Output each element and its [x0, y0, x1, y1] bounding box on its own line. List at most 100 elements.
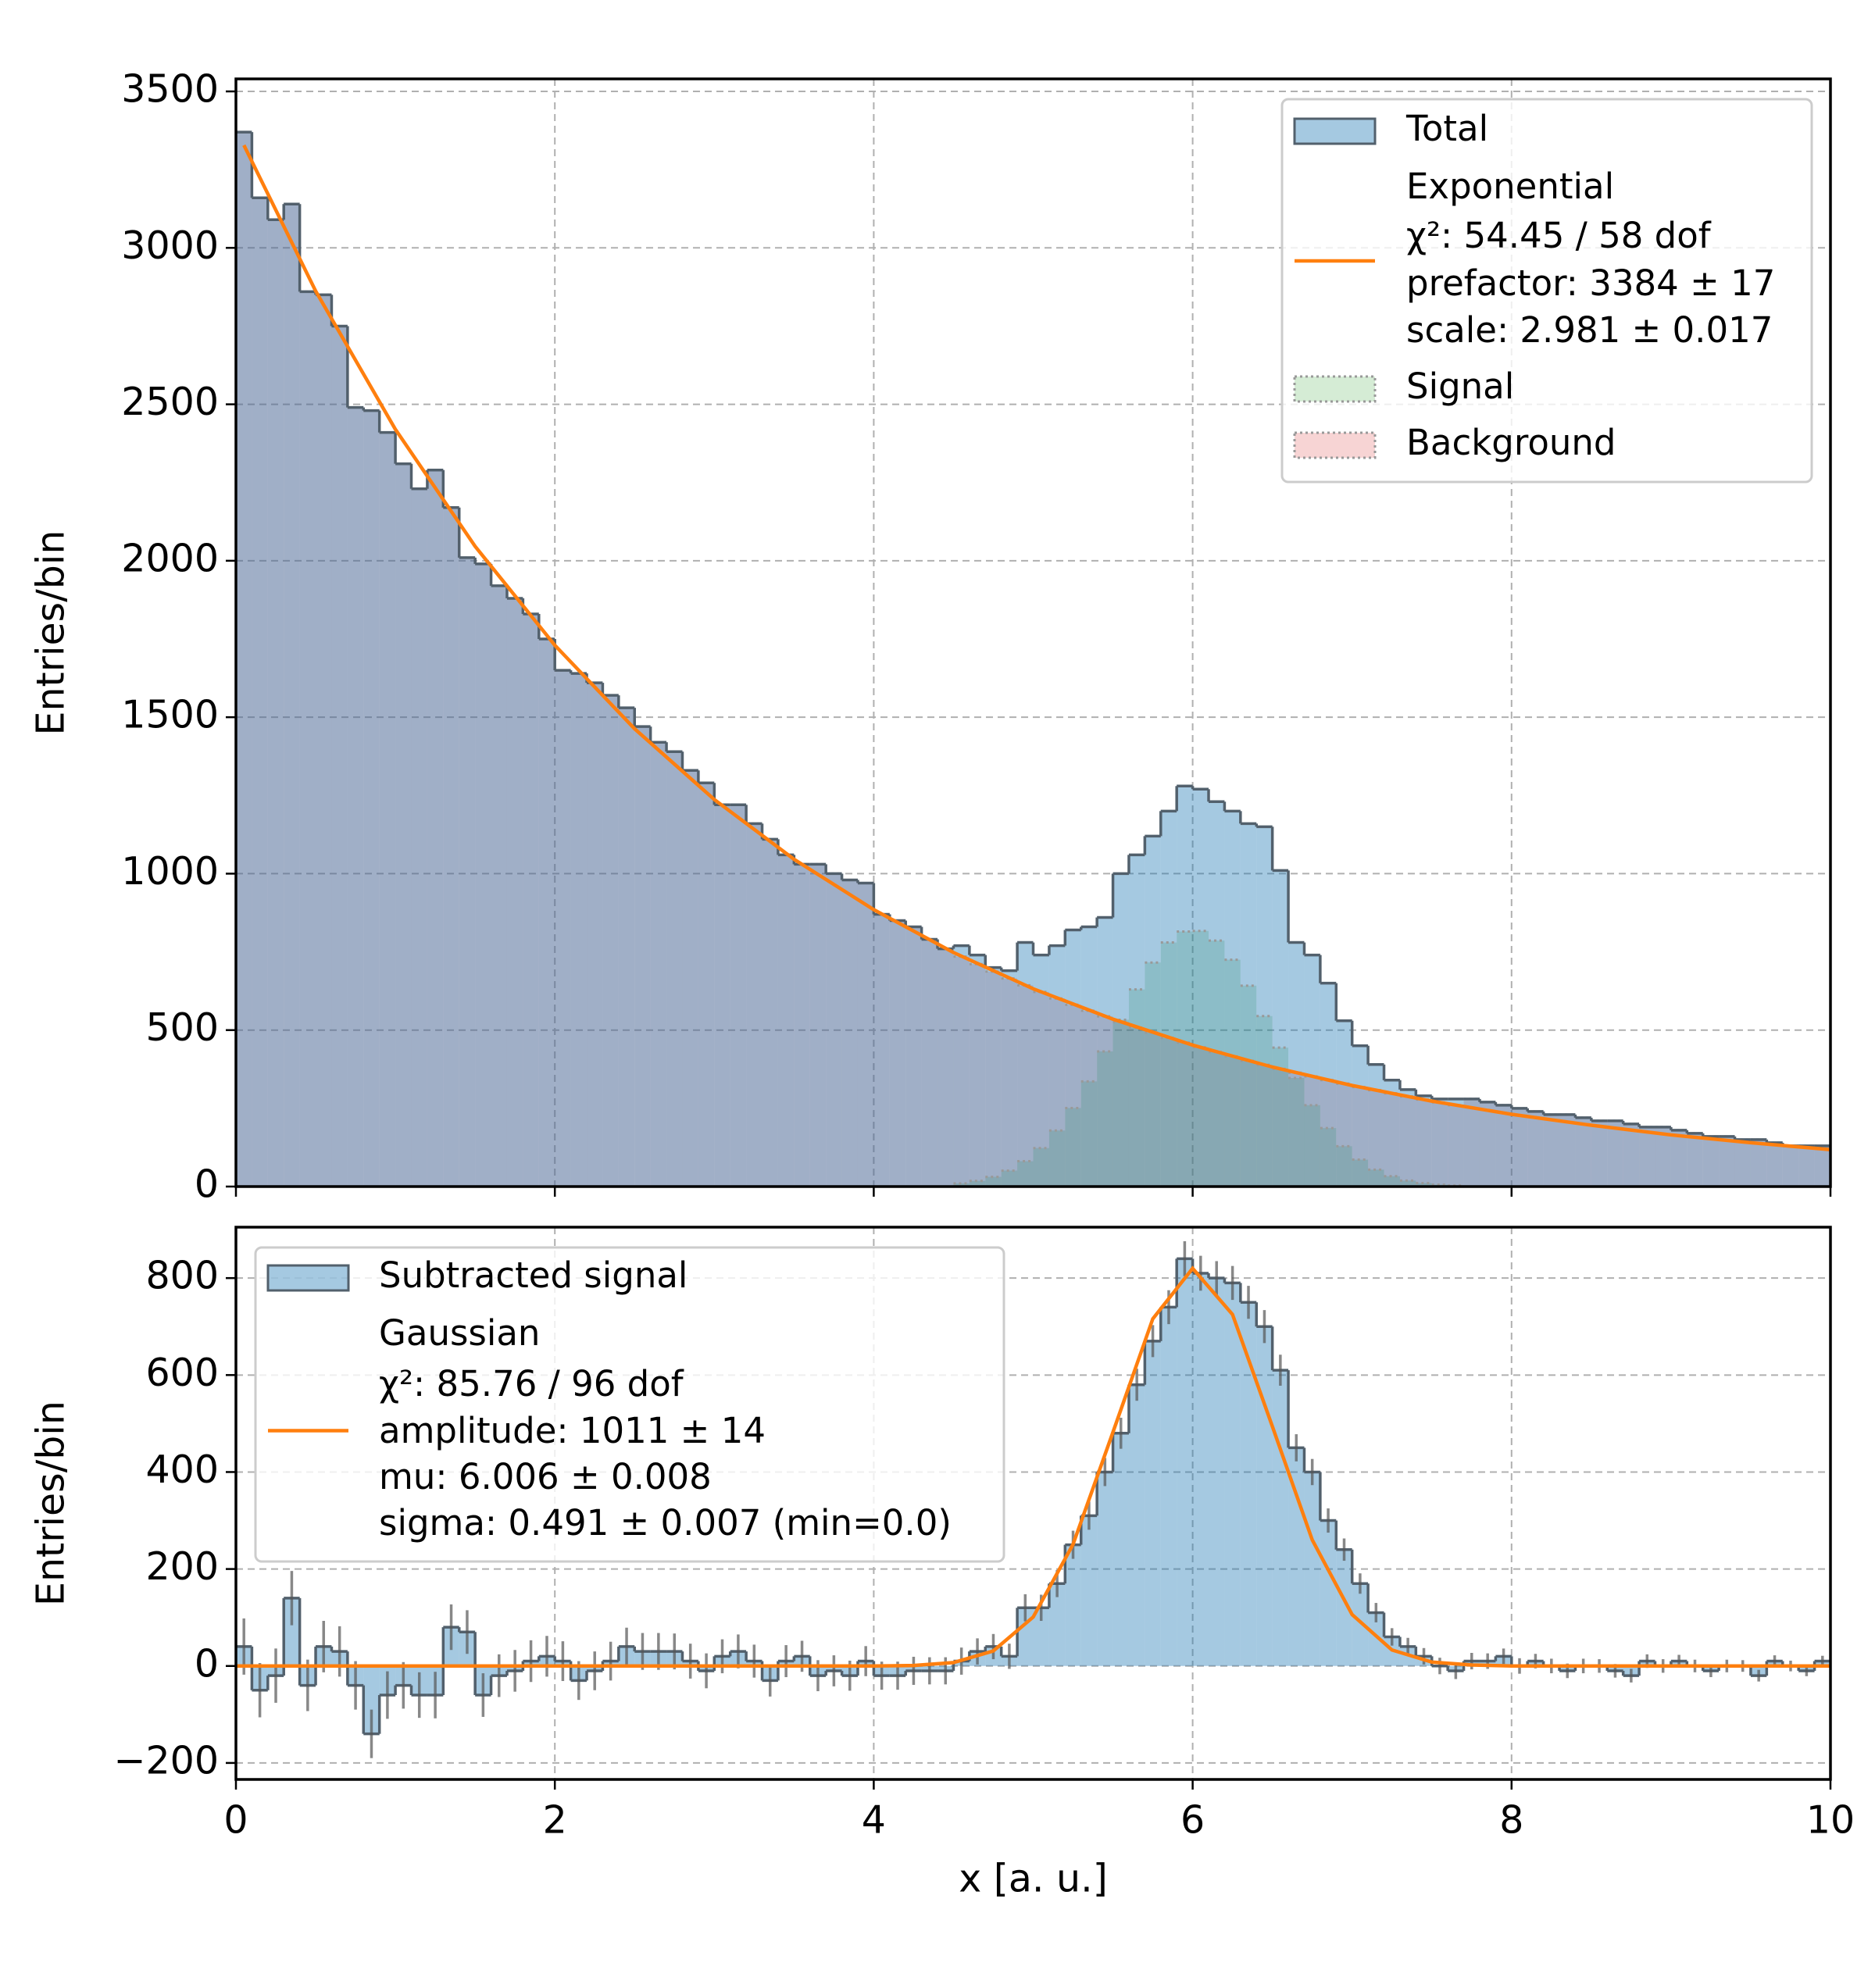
hist-bar [1702, 1136, 1720, 1187]
hist-bar [1384, 1093, 1400, 1187]
hist-bar [1399, 1180, 1416, 1187]
hist-bar [1256, 1015, 1273, 1187]
hist-bar [682, 770, 698, 1187]
fit-curve [242, 144, 1831, 1151]
y-axis-label: Entries/bin [29, 1401, 73, 1606]
hist-bar [1272, 1370, 1289, 1666]
y-tick-label: 400 [145, 1447, 219, 1492]
hist-bar [777, 855, 795, 1187]
hist-bar [1670, 1130, 1688, 1187]
hist-bar [1782, 1145, 1799, 1187]
hist-bar [1017, 1161, 1034, 1187]
y-tick-label: 800 [145, 1254, 219, 1298]
hist-bar [379, 432, 396, 1187]
hist-bar [1112, 1019, 1129, 1187]
hist-bar [1575, 1117, 1591, 1187]
hist-bar [1336, 1083, 1352, 1187]
hist-bar [1687, 1133, 1703, 1187]
legend-box [254, 1246, 1005, 1563]
axes-frame [234, 1226, 1832, 1781]
hist-bar [570, 673, 588, 1187]
hist-bar [1001, 970, 1018, 1187]
hist-bar [1177, 931, 1193, 1187]
hist-bar [1128, 1027, 1145, 1187]
hist-bar [938, 948, 954, 1187]
hist-bar [299, 291, 316, 1187]
hist-bar [1559, 1114, 1576, 1187]
hist-bar [650, 742, 667, 1187]
hist-bar [236, 132, 252, 1187]
hist-bar [1080, 1010, 1098, 1187]
legend-patch [266, 1264, 350, 1292]
hist-bar [1607, 1120, 1623, 1187]
hist-bar [267, 220, 284, 1187]
hist-bar [395, 463, 412, 1187]
hist-bar [1719, 1136, 1735, 1187]
hist-bar [427, 469, 444, 1187]
hist-bar [1209, 801, 1225, 1187]
hist-bar [1240, 1060, 1257, 1187]
hist-bar [443, 507, 459, 1187]
hist-bar [1017, 942, 1034, 1187]
hist-bar [236, 132, 252, 1187]
hist-bar [1304, 1076, 1320, 1187]
hist-bar [698, 783, 715, 1187]
hist-bar [1128, 855, 1145, 1187]
hist-bar [1734, 1139, 1751, 1187]
hist-bar [1368, 1064, 1384, 1187]
hist-bar [587, 683, 603, 1187]
hist-bar [1256, 1326, 1273, 1666]
hist-bar [1192, 1047, 1209, 1187]
hist-bar [809, 864, 827, 1187]
hist-bar [1320, 983, 1337, 1187]
hist-bar [363, 410, 380, 1187]
y-tick-label: 500 [145, 1005, 219, 1050]
hist-bar [1177, 786, 1193, 1187]
hist-bar [1336, 1020, 1352, 1187]
legend-label: scale: 2.981 ± 0.017 [1406, 309, 1773, 351]
hist-bar [777, 855, 795, 1187]
hist-bar [1527, 1111, 1544, 1187]
hist-bar [1320, 1080, 1337, 1187]
hist-bar [1352, 1045, 1369, 1187]
hist-bar [730, 805, 747, 1187]
hist-bar [1639, 1126, 1655, 1187]
hist-bar [873, 914, 890, 1187]
hist-bar [1336, 1146, 1352, 1187]
hist-bar [252, 198, 268, 1187]
hist-bar [746, 823, 762, 1187]
y-tick-label: 2500 [121, 380, 219, 424]
hist-bar [1145, 962, 1161, 1187]
hist-bar [1145, 1032, 1161, 1187]
hist-bar [299, 291, 316, 1187]
hist-bar [1192, 1272, 1209, 1666]
hist-bar [1080, 1515, 1098, 1666]
hist-bar [1527, 1111, 1544, 1187]
hist-bar [985, 967, 1002, 1187]
hist-bar [1495, 1105, 1512, 1187]
hist-bar [1479, 1101, 1496, 1187]
hist-bar [1399, 1096, 1416, 1187]
hist-bar [1352, 1087, 1369, 1187]
y-tick-label: 0 [195, 1641, 219, 1686]
hist-bar [1272, 1048, 1289, 1187]
hist-bar [1368, 1169, 1384, 1187]
hist-bar [1766, 1142, 1783, 1187]
hist-bar [794, 864, 810, 1187]
hist-bar [634, 726, 651, 1187]
hist-bar [1320, 1520, 1337, 1666]
hist-bar [602, 695, 619, 1187]
hist-bar [1048, 1583, 1066, 1666]
hist-bar [1431, 1102, 1448, 1187]
hist-bar [1160, 1307, 1177, 1666]
hist-bar [1431, 1098, 1448, 1187]
hist-bar [267, 220, 284, 1187]
hist-bar [1209, 1278, 1225, 1666]
hist-bar [1256, 1065, 1273, 1187]
hist-bar [1352, 1159, 1369, 1187]
hist-bar [347, 407, 364, 1187]
hist-bar [1304, 955, 1320, 1187]
hist-bar [331, 326, 348, 1187]
hist-bar [634, 726, 651, 1187]
hist-bar [475, 563, 491, 1187]
